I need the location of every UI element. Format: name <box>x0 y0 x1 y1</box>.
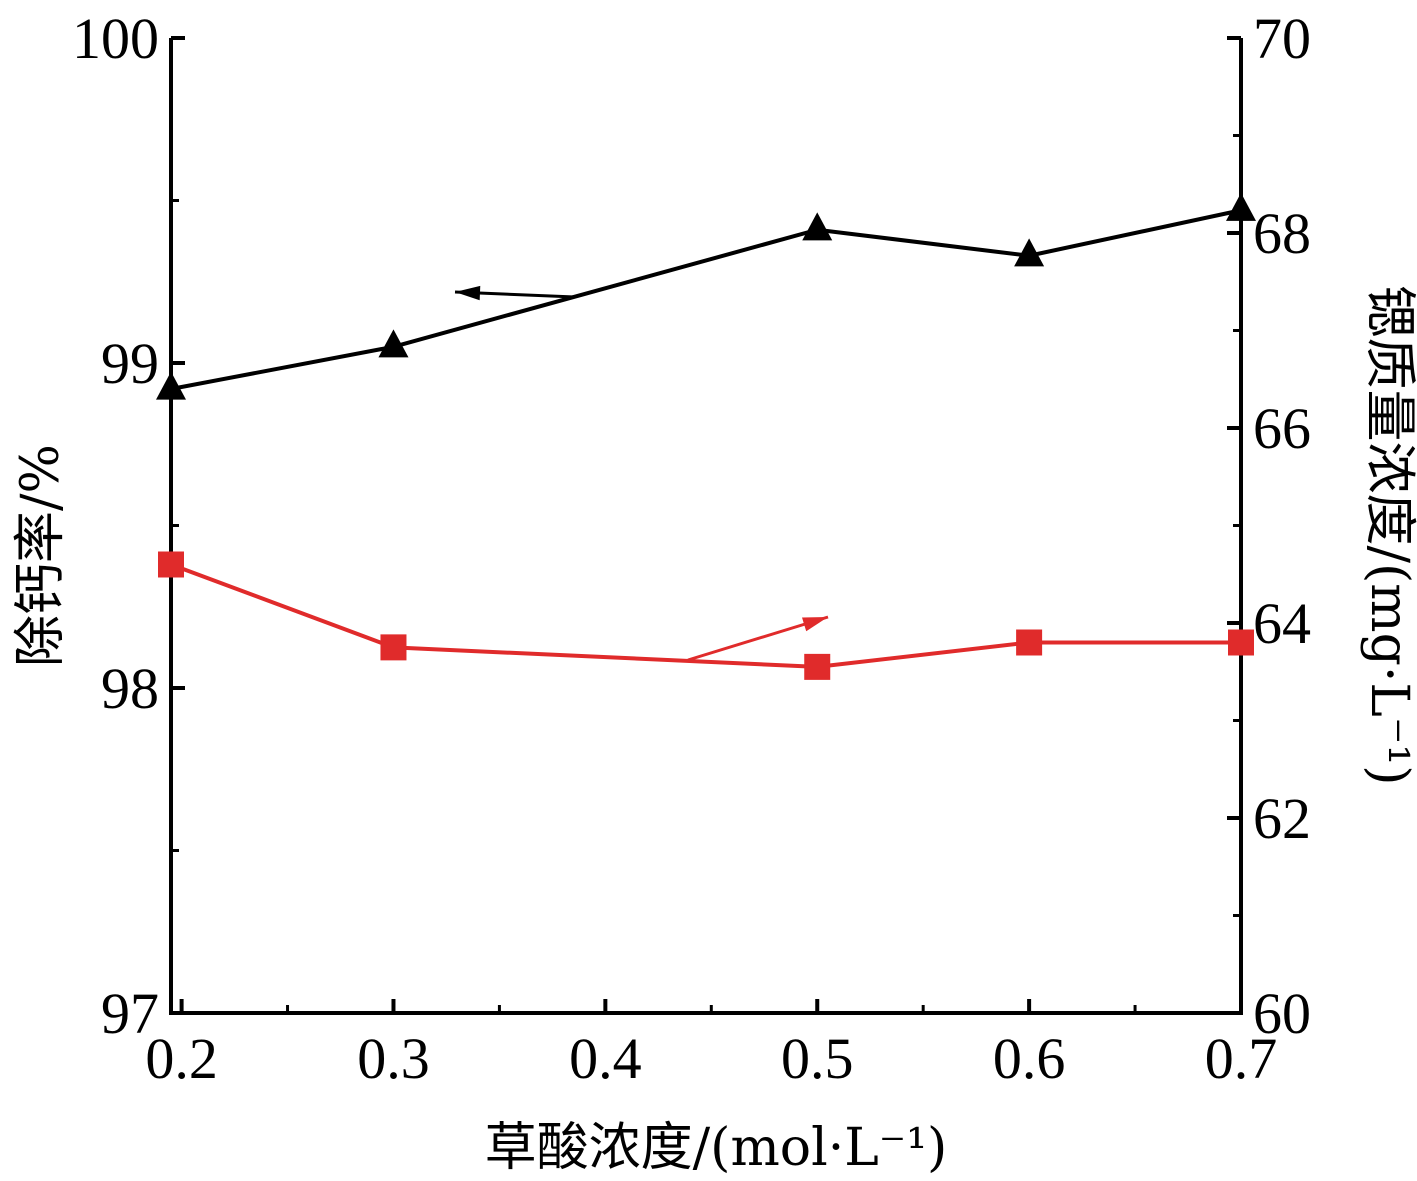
annotations <box>454 285 829 662</box>
series-layer <box>156 192 1256 680</box>
triangle-marker <box>1014 238 1045 267</box>
left-tick-label: 97 <box>101 981 159 1046</box>
series-line-left <box>170 208 1242 391</box>
x-tick-label: 0.5 <box>781 1026 854 1091</box>
series-line-right <box>170 562 1241 669</box>
left-pointing-arrow-head <box>455 285 481 301</box>
right-tick-label: 64 <box>1253 591 1311 656</box>
right-tick-label: 60 <box>1253 981 1311 1046</box>
right-pointing-arrow-head <box>802 617 828 632</box>
square-marker <box>804 653 831 680</box>
right-tick-label: 68 <box>1253 201 1311 266</box>
square-marker <box>158 551 184 578</box>
x-tick-label: 0.3 <box>357 1026 430 1091</box>
x-tick-label: 0.6 <box>993 1026 1066 1091</box>
right-tick-label: 66 <box>1253 396 1311 461</box>
left-tick-label: 98 <box>101 656 159 721</box>
left-tick-label: 100 <box>72 6 159 71</box>
x-tick-label: 0.2 <box>145 1026 218 1091</box>
square-marker <box>380 634 407 661</box>
left-axis-title: 除钙率/% <box>11 444 71 667</box>
x-axis-title: 草酸浓度/(mol·L⁻¹) <box>485 1118 948 1178</box>
right-tick-label: 62 <box>1253 786 1311 851</box>
triangle-marker <box>378 329 409 358</box>
right-axis-title: 锶质量浓度/(mg·L⁻¹) <box>1359 285 1417 785</box>
axes <box>169 36 1243 1015</box>
left-tick-label: 99 <box>101 331 159 396</box>
x-tick-label: 0.4 <box>569 1026 642 1091</box>
triangle-marker <box>156 371 186 400</box>
square-marker <box>1016 629 1043 656</box>
square-marker <box>1228 629 1254 656</box>
right-tick-label: 70 <box>1253 6 1311 71</box>
x-tick-label: 0.7 <box>1205 1026 1278 1091</box>
triangle-marker <box>1226 192 1256 221</box>
labels: 97 98 99 100 60 62 64 66 68 70 0.2 0.3 0.4 0.5 0.6 0.7 草… <box>11 6 1417 1178</box>
triangle-marker <box>802 212 833 241</box>
